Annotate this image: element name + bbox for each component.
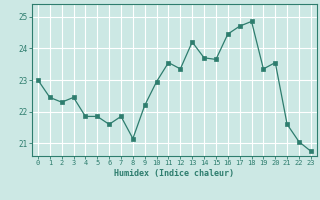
X-axis label: Humidex (Indice chaleur): Humidex (Indice chaleur) <box>115 169 234 178</box>
